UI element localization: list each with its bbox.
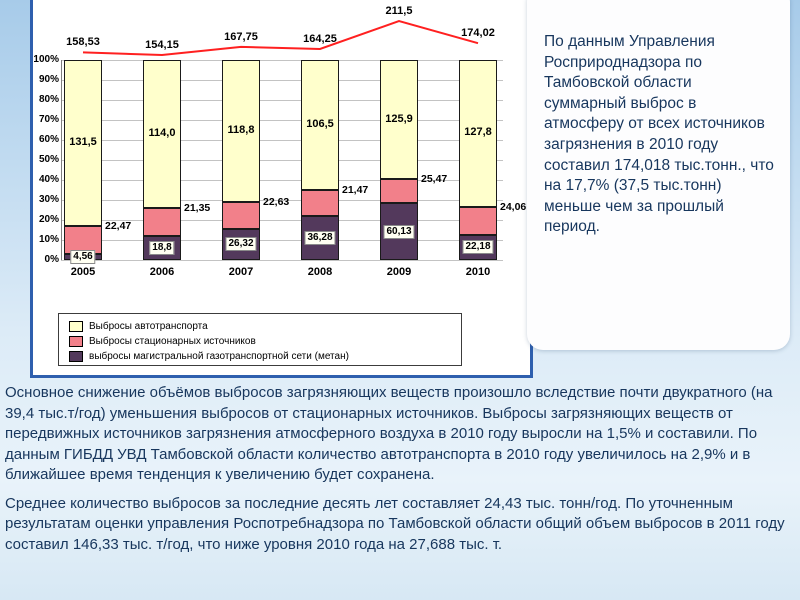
gas-value-label: 60,13 <box>383 224 415 239</box>
y-axis-tick-label: 0% <box>44 254 59 265</box>
gridline <box>61 80 503 81</box>
legend-label: Выбросы стационарных источников <box>89 336 256 347</box>
legend-swatch <box>69 351 83 362</box>
legend-label: Выбросы автотранспорта <box>89 321 208 332</box>
y-axis-tick-label: 30% <box>38 194 59 205</box>
gas-value-label: 36,28 <box>304 230 336 245</box>
gas-value-label: 18,8 <box>149 240 175 255</box>
transport-value-label: 114,0 <box>148 126 176 139</box>
y-axis-tick-label: 90% <box>38 74 59 85</box>
analysis-paragraph-2: Среднее количество выбросов за последние… <box>5 494 785 553</box>
stationary-value-label: 22,47 <box>105 219 132 232</box>
bar-segment-transport <box>143 60 181 208</box>
gas-value-label: 4,56 <box>70 250 96 265</box>
bar-segment-stationary <box>143 207 181 236</box>
y-axis-tick-label: 60% <box>38 134 59 145</box>
stationary-value-label: 22,63 <box>263 195 290 208</box>
bar-segment-transport <box>459 60 497 207</box>
legend-label: выбросы магистральной газотранспортной с… <box>89 351 349 362</box>
gas-value-label: 26,32 <box>225 237 257 252</box>
chart-legend: Выбросы автотранспорта Выбросы стационарн… <box>58 313 462 366</box>
stationary-value-label: 21,35 <box>184 201 211 214</box>
line-value-label: 158,53 <box>66 36 100 49</box>
x-axis-tick-label: 2007 <box>228 266 254 278</box>
bar-segment-transport <box>222 60 260 202</box>
stationary-value-label: 25,47 <box>421 173 448 186</box>
gridline <box>61 100 503 101</box>
summary-text: По данным Управления Росприроднадзора по… <box>544 33 774 236</box>
legend-swatch <box>69 321 83 332</box>
y-axis-tick-label: 70% <box>38 114 59 125</box>
gridline <box>61 220 503 221</box>
analysis-paragraph-1: Основное снижение объёмов выбросов загря… <box>5 384 773 484</box>
bar-segment-stationary <box>301 189 339 216</box>
line-value-label: 164,25 <box>303 32 337 45</box>
analysis-text-block: Основное снижение объёмов выбросов загря… <box>5 383 796 563</box>
y-axis-tick-label: 40% <box>38 174 59 185</box>
gridline <box>61 180 503 181</box>
legend-item: выбросы магистральной газотранспортной с… <box>69 350 461 363</box>
y-axis-tick-label: 20% <box>38 214 59 225</box>
emissions-chart: 100% 90% 80% 70% 60% 50% 40% 30% 20% 10% 0% 2005 200… <box>30 0 533 378</box>
chart-plot-area: 100% 90% 80% 70% 60% 50% 40% 30% 20% 10% 0% 2005 200… <box>33 0 530 375</box>
gridline <box>61 200 503 201</box>
x-axis-tick-label: 2005 <box>70 266 96 278</box>
transport-value-label: 118,8 <box>227 123 255 136</box>
gridline <box>61 140 503 141</box>
stationary-value-label: 24,06 <box>500 200 527 213</box>
bar-segment-stationary <box>380 179 418 204</box>
line-value-label: 154,15 <box>145 38 179 51</box>
x-axis-tick-label: 2010 <box>465 266 491 278</box>
legend-swatch <box>69 336 83 347</box>
gridline <box>61 120 503 121</box>
bar-segment-transport <box>380 60 418 180</box>
bar-segment-stationary <box>222 201 260 229</box>
y-axis-line <box>61 60 62 260</box>
stationary-value-label: 21,47 <box>342 183 369 196</box>
summary-panel: По данным Управления Росприроднадзора по… <box>527 0 790 350</box>
y-axis-tick-label: 100% <box>33 54 59 65</box>
legend-item: Выбросы автотранспорта <box>69 320 461 333</box>
gridline <box>61 260 503 261</box>
line-value-label: 211,5 <box>385 4 413 17</box>
transport-value-label: 127,8 <box>464 126 492 139</box>
x-axis-tick-label: 2009 <box>386 266 412 278</box>
gridline <box>61 60 503 61</box>
x-axis-tick-label: 2008 <box>307 266 333 278</box>
bar-segment-transport <box>301 60 339 190</box>
x-axis-tick-label: 2006 <box>149 266 175 278</box>
y-axis-tick-label: 80% <box>38 94 59 105</box>
bar-segment-stationary <box>459 206 497 235</box>
y-axis-tick-label: 10% <box>38 234 59 245</box>
gridline <box>61 240 503 241</box>
transport-value-label: 106,5 <box>306 117 334 130</box>
line-value-label: 167,75 <box>224 30 258 43</box>
y-axis-tick-label: 50% <box>38 154 59 165</box>
bar-segment-transport <box>64 60 102 226</box>
line-value-label: 174,02 <box>461 27 495 40</box>
transport-value-label: 125,9 <box>385 112 413 125</box>
gridline <box>61 160 503 161</box>
transport-value-label: 131,5 <box>69 135 97 148</box>
legend-item: Выбросы стационарных источников <box>69 335 461 348</box>
gas-value-label: 22,18 <box>462 240 494 255</box>
